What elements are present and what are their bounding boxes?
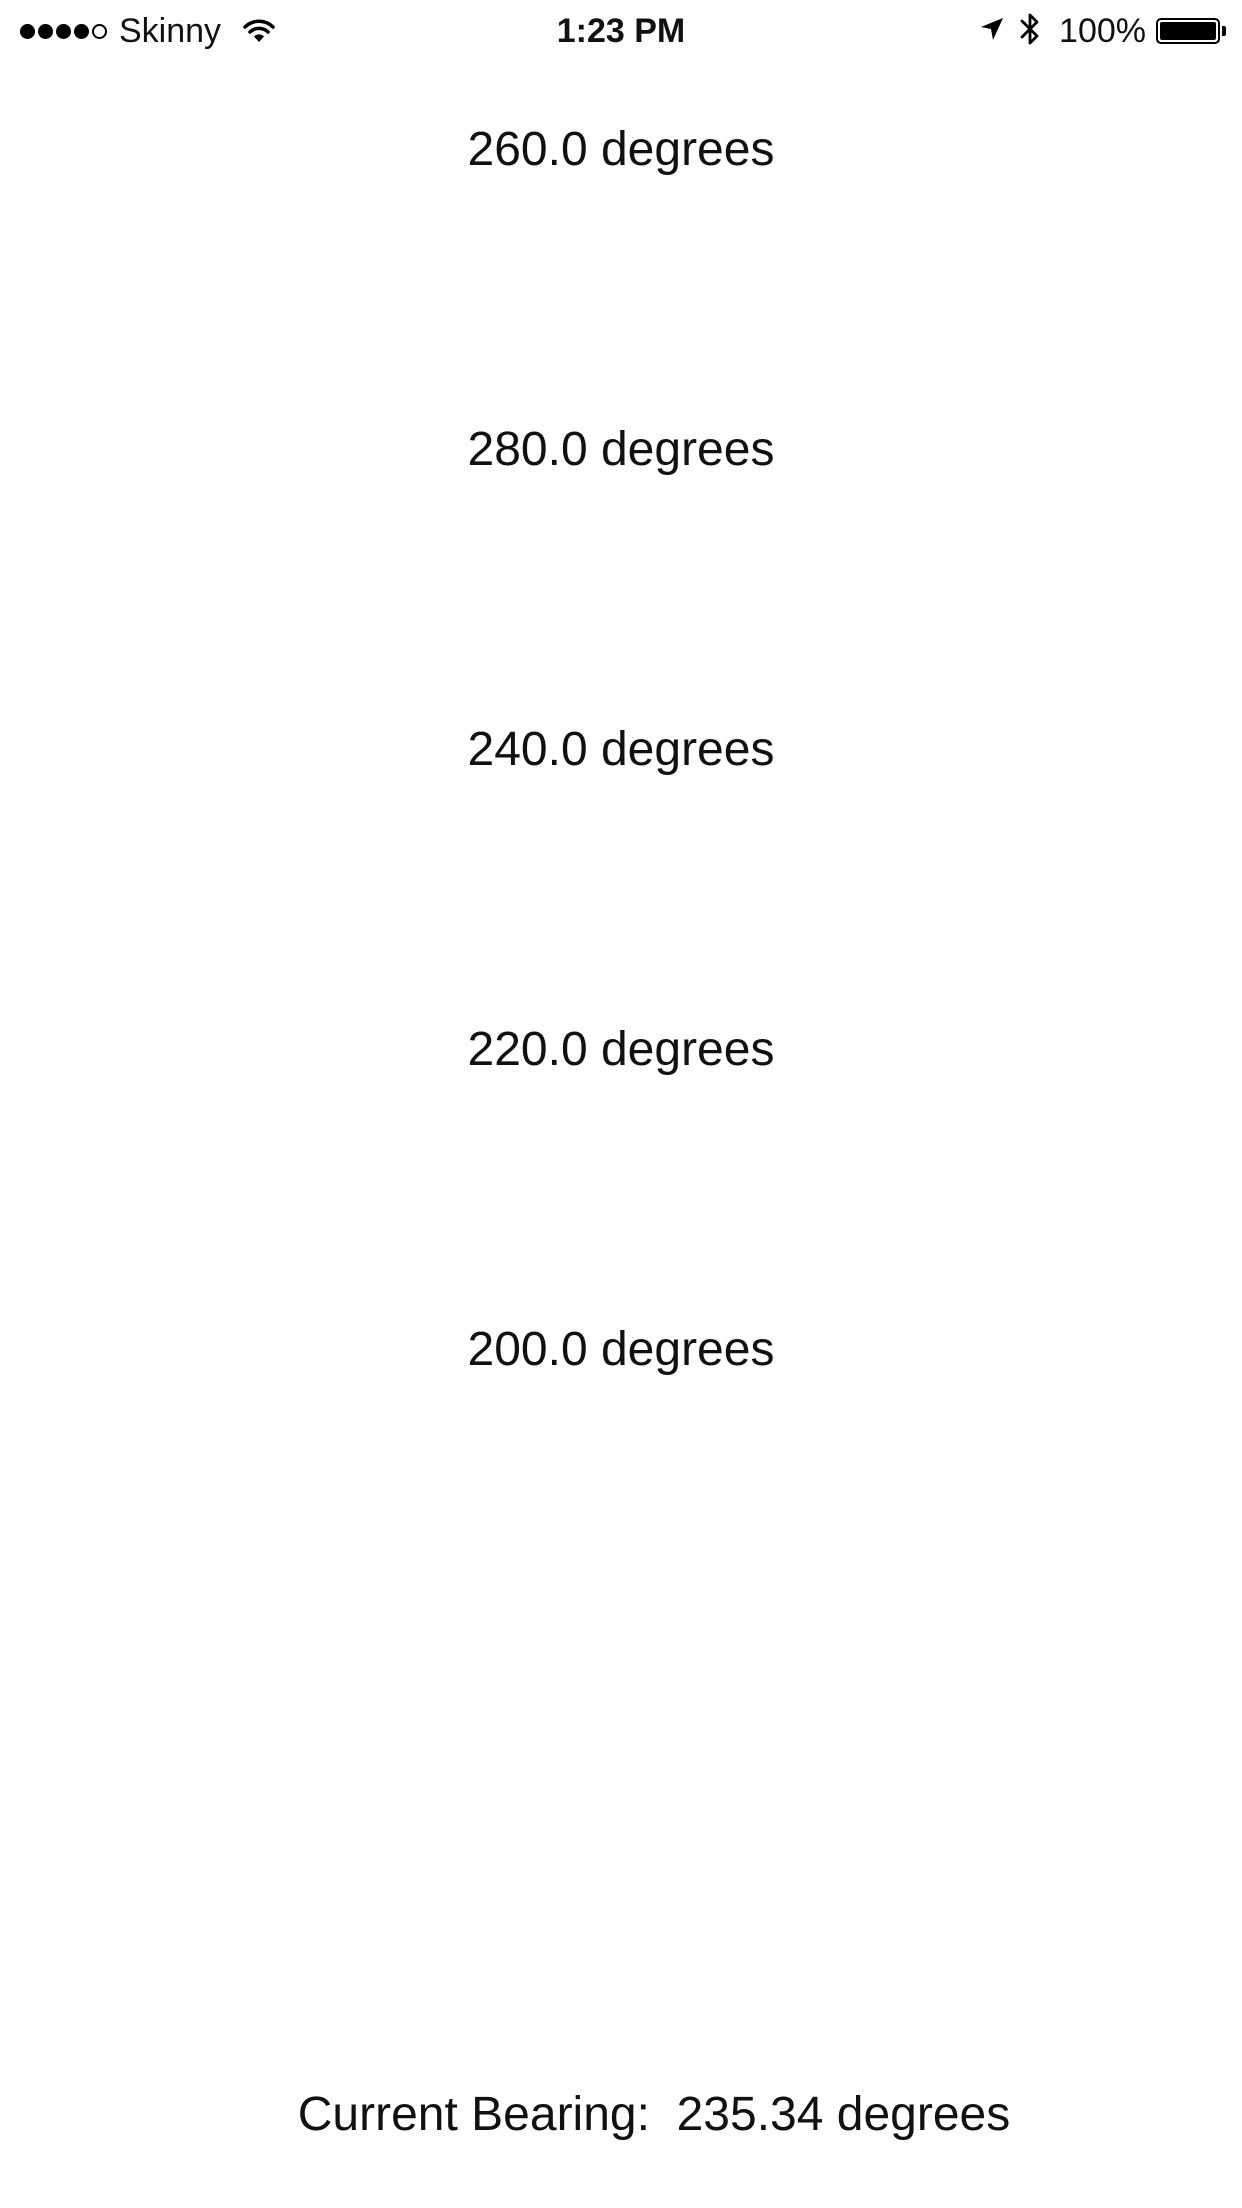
signal-dot <box>74 23 89 39</box>
signal-dot <box>20 23 35 39</box>
battery-cap <box>1222 26 1226 36</box>
current-bearing-label: Current Bearing: 235.34 degrees <box>297 2088 1011 2141</box>
location-arrow-icon <box>979 16 1005 47</box>
heading-label: 220.0 degrees <box>467 1023 775 1076</box>
wifi-icon <box>243 18 275 44</box>
status-time: 1:23 PM <box>556 12 686 50</box>
heading-label: 200.0 degrees <box>467 1323 775 1376</box>
heading-label: 240.0 degrees <box>467 723 775 776</box>
signal-dot <box>92 23 107 39</box>
signal-dots-icon <box>20 23 107 39</box>
battery-percent: 100% <box>1059 12 1146 50</box>
heading-label: 260.0 degrees <box>467 123 775 176</box>
status-bar-right: 100% <box>965 10 1226 52</box>
battery-fill <box>1160 22 1216 40</box>
signal-dot <box>38 23 53 39</box>
signal-dot <box>56 23 71 39</box>
heading-label: 280.0 degrees <box>467 423 775 476</box>
carrier-name: Skinny <box>119 12 222 50</box>
bluetooth-icon <box>1019 12 1041 51</box>
battery-body <box>1156 18 1220 44</box>
status-bar: Skinny 1:23 PM 100% <box>0 0 1242 62</box>
status-bar-left: Skinny <box>20 10 275 52</box>
battery-icon <box>1156 18 1226 44</box>
